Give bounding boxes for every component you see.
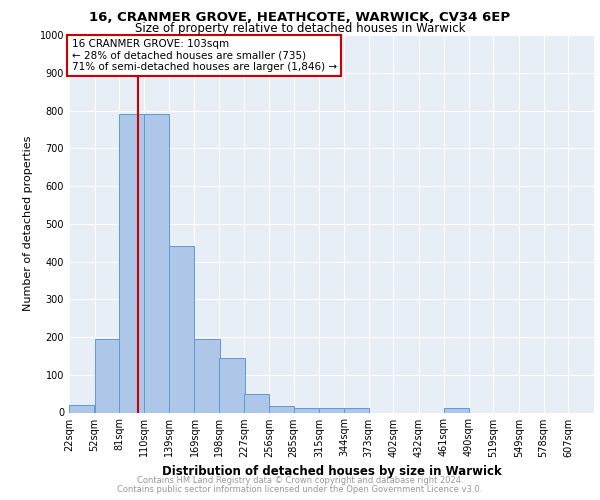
Bar [219, 358, 245, 412]
Text: Size of property relative to detached houses in Warwick: Size of property relative to detached ho… [135, 22, 465, 35]
X-axis label: Distribution of detached houses by size in Warwick: Distribution of detached houses by size … [161, 465, 502, 478]
Bar [119, 114, 145, 412]
Text: 16 CRANMER GROVE: 103sqm
← 28% of detached houses are smaller (735)
71% of semi-: 16 CRANMER GROVE: 103sqm ← 28% of detach… [71, 39, 337, 72]
Bar [444, 408, 469, 412]
Bar [344, 408, 369, 412]
Y-axis label: Number of detached properties: Number of detached properties [23, 136, 32, 312]
Bar [95, 339, 120, 412]
Bar [244, 394, 269, 412]
Bar [319, 408, 344, 412]
Bar [194, 339, 220, 412]
Bar [69, 405, 94, 412]
Text: Contains public sector information licensed under the Open Government Licence v3: Contains public sector information licen… [118, 484, 482, 494]
Bar [293, 408, 319, 412]
Bar [169, 246, 194, 412]
Text: 16, CRANMER GROVE, HEATHCOTE, WARWICK, CV34 6EP: 16, CRANMER GROVE, HEATHCOTE, WARWICK, C… [89, 11, 511, 24]
Text: Contains HM Land Registry data © Crown copyright and database right 2024.: Contains HM Land Registry data © Crown c… [137, 476, 463, 485]
Bar [144, 114, 169, 412]
Bar [269, 406, 294, 412]
